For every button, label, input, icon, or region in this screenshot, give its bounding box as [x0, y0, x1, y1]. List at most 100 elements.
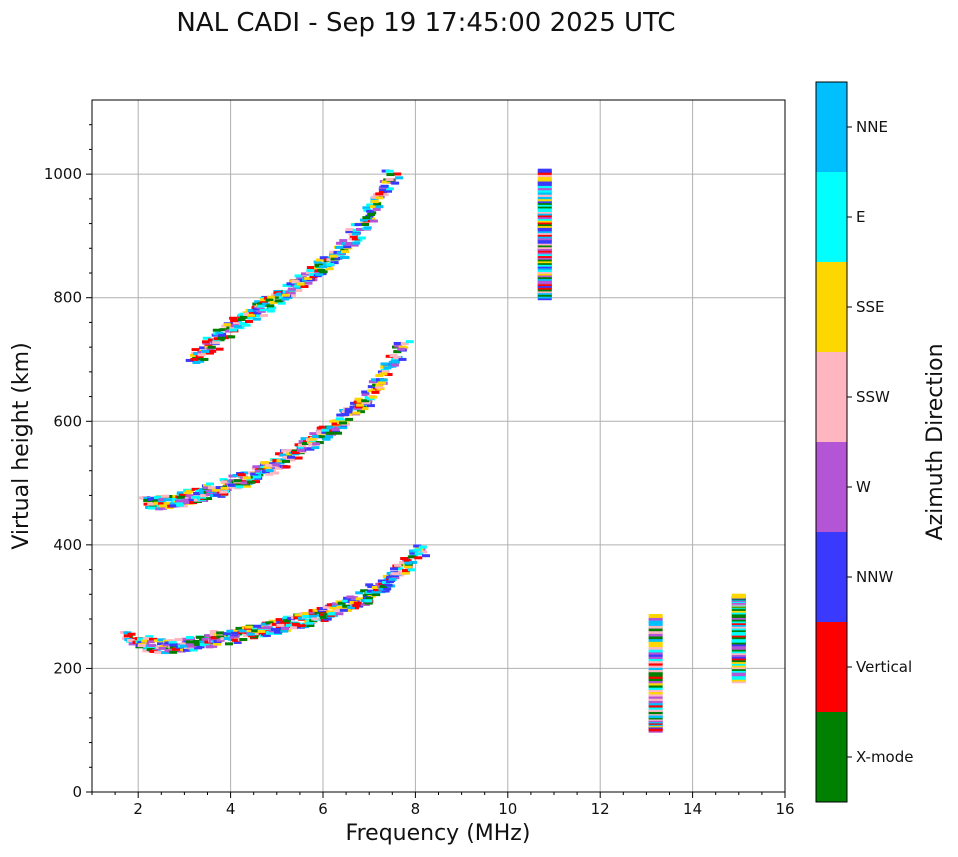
trace-mark	[233, 479, 242, 483]
trace-mark	[341, 250, 350, 254]
trace-mark	[272, 459, 281, 463]
trace-mark	[293, 286, 302, 290]
x-tick-label: 8	[411, 800, 421, 818]
trace-mark	[301, 612, 310, 616]
x-tick-label: 14	[683, 800, 702, 818]
trace-mark	[246, 478, 255, 482]
trace-mark	[381, 589, 390, 593]
trace-mark	[246, 629, 255, 633]
trace-mark	[164, 641, 173, 645]
trace-mark	[287, 448, 296, 452]
trace-mark	[380, 193, 389, 197]
trace-mark	[408, 549, 417, 553]
colorbar-tick-label: Vertical	[856, 658, 912, 676]
trace-mark	[221, 480, 230, 484]
trace-mark	[316, 430, 325, 434]
trace-mark	[312, 435, 321, 439]
trace-mark	[230, 636, 239, 640]
trace-mark	[281, 297, 290, 301]
colorbar-segment	[816, 532, 847, 622]
trace-mark	[243, 484, 252, 488]
trace-mark	[232, 638, 241, 642]
trace-mark	[300, 437, 309, 441]
trace-mark	[224, 642, 233, 646]
colorbar-segment	[816, 262, 847, 352]
trace-mark	[190, 353, 199, 357]
trace-mark	[418, 545, 427, 549]
trace-mark	[318, 434, 327, 438]
trace-mark	[648, 681, 663, 686]
trace-mark	[398, 357, 407, 361]
trace-mark	[648, 694, 663, 699]
trace-mark	[313, 260, 322, 264]
trace-mark	[239, 637, 248, 641]
trace-mark	[185, 494, 194, 498]
trace-mark	[128, 642, 137, 646]
trace-mark	[245, 319, 254, 323]
trace-mark	[271, 627, 280, 631]
trace-mark	[329, 606, 338, 610]
trace-mark	[320, 615, 329, 619]
trace-mark	[279, 453, 288, 457]
y-tick-label: 600	[53, 412, 82, 430]
trace-mark	[216, 638, 225, 642]
trace-mark	[390, 567, 399, 571]
trace-mark	[309, 619, 318, 623]
y-tick-label: 0	[72, 783, 82, 801]
trace-mark	[648, 672, 663, 677]
trace-mark	[301, 442, 310, 446]
trace-mark	[282, 455, 291, 459]
trace-mark	[209, 630, 218, 634]
trace-mark	[296, 625, 305, 629]
trace-mark	[192, 639, 201, 643]
trace-mark	[194, 489, 203, 493]
trace-mark	[306, 447, 315, 451]
trace-mark	[407, 568, 416, 572]
trace-mark	[354, 405, 363, 409]
trace-mark	[277, 301, 286, 305]
trace-mark	[233, 640, 242, 644]
trace-mark	[353, 601, 362, 605]
trace-mark	[207, 338, 216, 342]
trace-mark	[285, 623, 294, 627]
trace-mark	[304, 276, 313, 280]
trace-mark	[220, 486, 229, 490]
trace-mark	[206, 482, 215, 486]
trace-mark	[257, 302, 266, 306]
trace-mark	[346, 595, 355, 599]
trace-mark	[162, 643, 171, 647]
trace-mark	[219, 490, 228, 494]
trace-mark	[361, 399, 370, 403]
trace-mark	[385, 177, 394, 181]
trace-mark	[240, 481, 249, 485]
trace-mark	[169, 643, 178, 647]
trace-mark	[648, 710, 663, 715]
trace-mark	[331, 425, 340, 429]
trace-mark	[331, 422, 340, 426]
trace-mark	[339, 239, 348, 243]
trace-mark	[370, 200, 379, 204]
trace-mark	[361, 222, 370, 226]
trace-mark	[191, 487, 200, 491]
trace-mark	[345, 230, 354, 234]
trace-mark	[252, 475, 261, 479]
trace-mark	[247, 316, 256, 320]
trace-mark	[409, 551, 418, 555]
trace-mark	[648, 637, 663, 642]
trace-mark	[377, 381, 386, 385]
trace-mark	[648, 668, 663, 673]
trace-mark	[537, 179, 552, 184]
trace-mark	[537, 190, 552, 195]
trace-mark	[158, 502, 167, 506]
trace-mark	[275, 292, 284, 296]
trace-mark	[288, 293, 297, 297]
trace-mark	[318, 425, 327, 429]
trace-mark	[235, 626, 244, 630]
trace-mark	[335, 608, 344, 612]
trace-mark	[355, 227, 364, 231]
trace-mark	[366, 203, 375, 207]
trace-mark	[349, 600, 358, 604]
trace-mark	[400, 342, 409, 346]
chart-title: NAL CADI - Sep 19 17:45:00 2025 UTC	[176, 8, 675, 38]
trace-mark	[384, 189, 393, 193]
